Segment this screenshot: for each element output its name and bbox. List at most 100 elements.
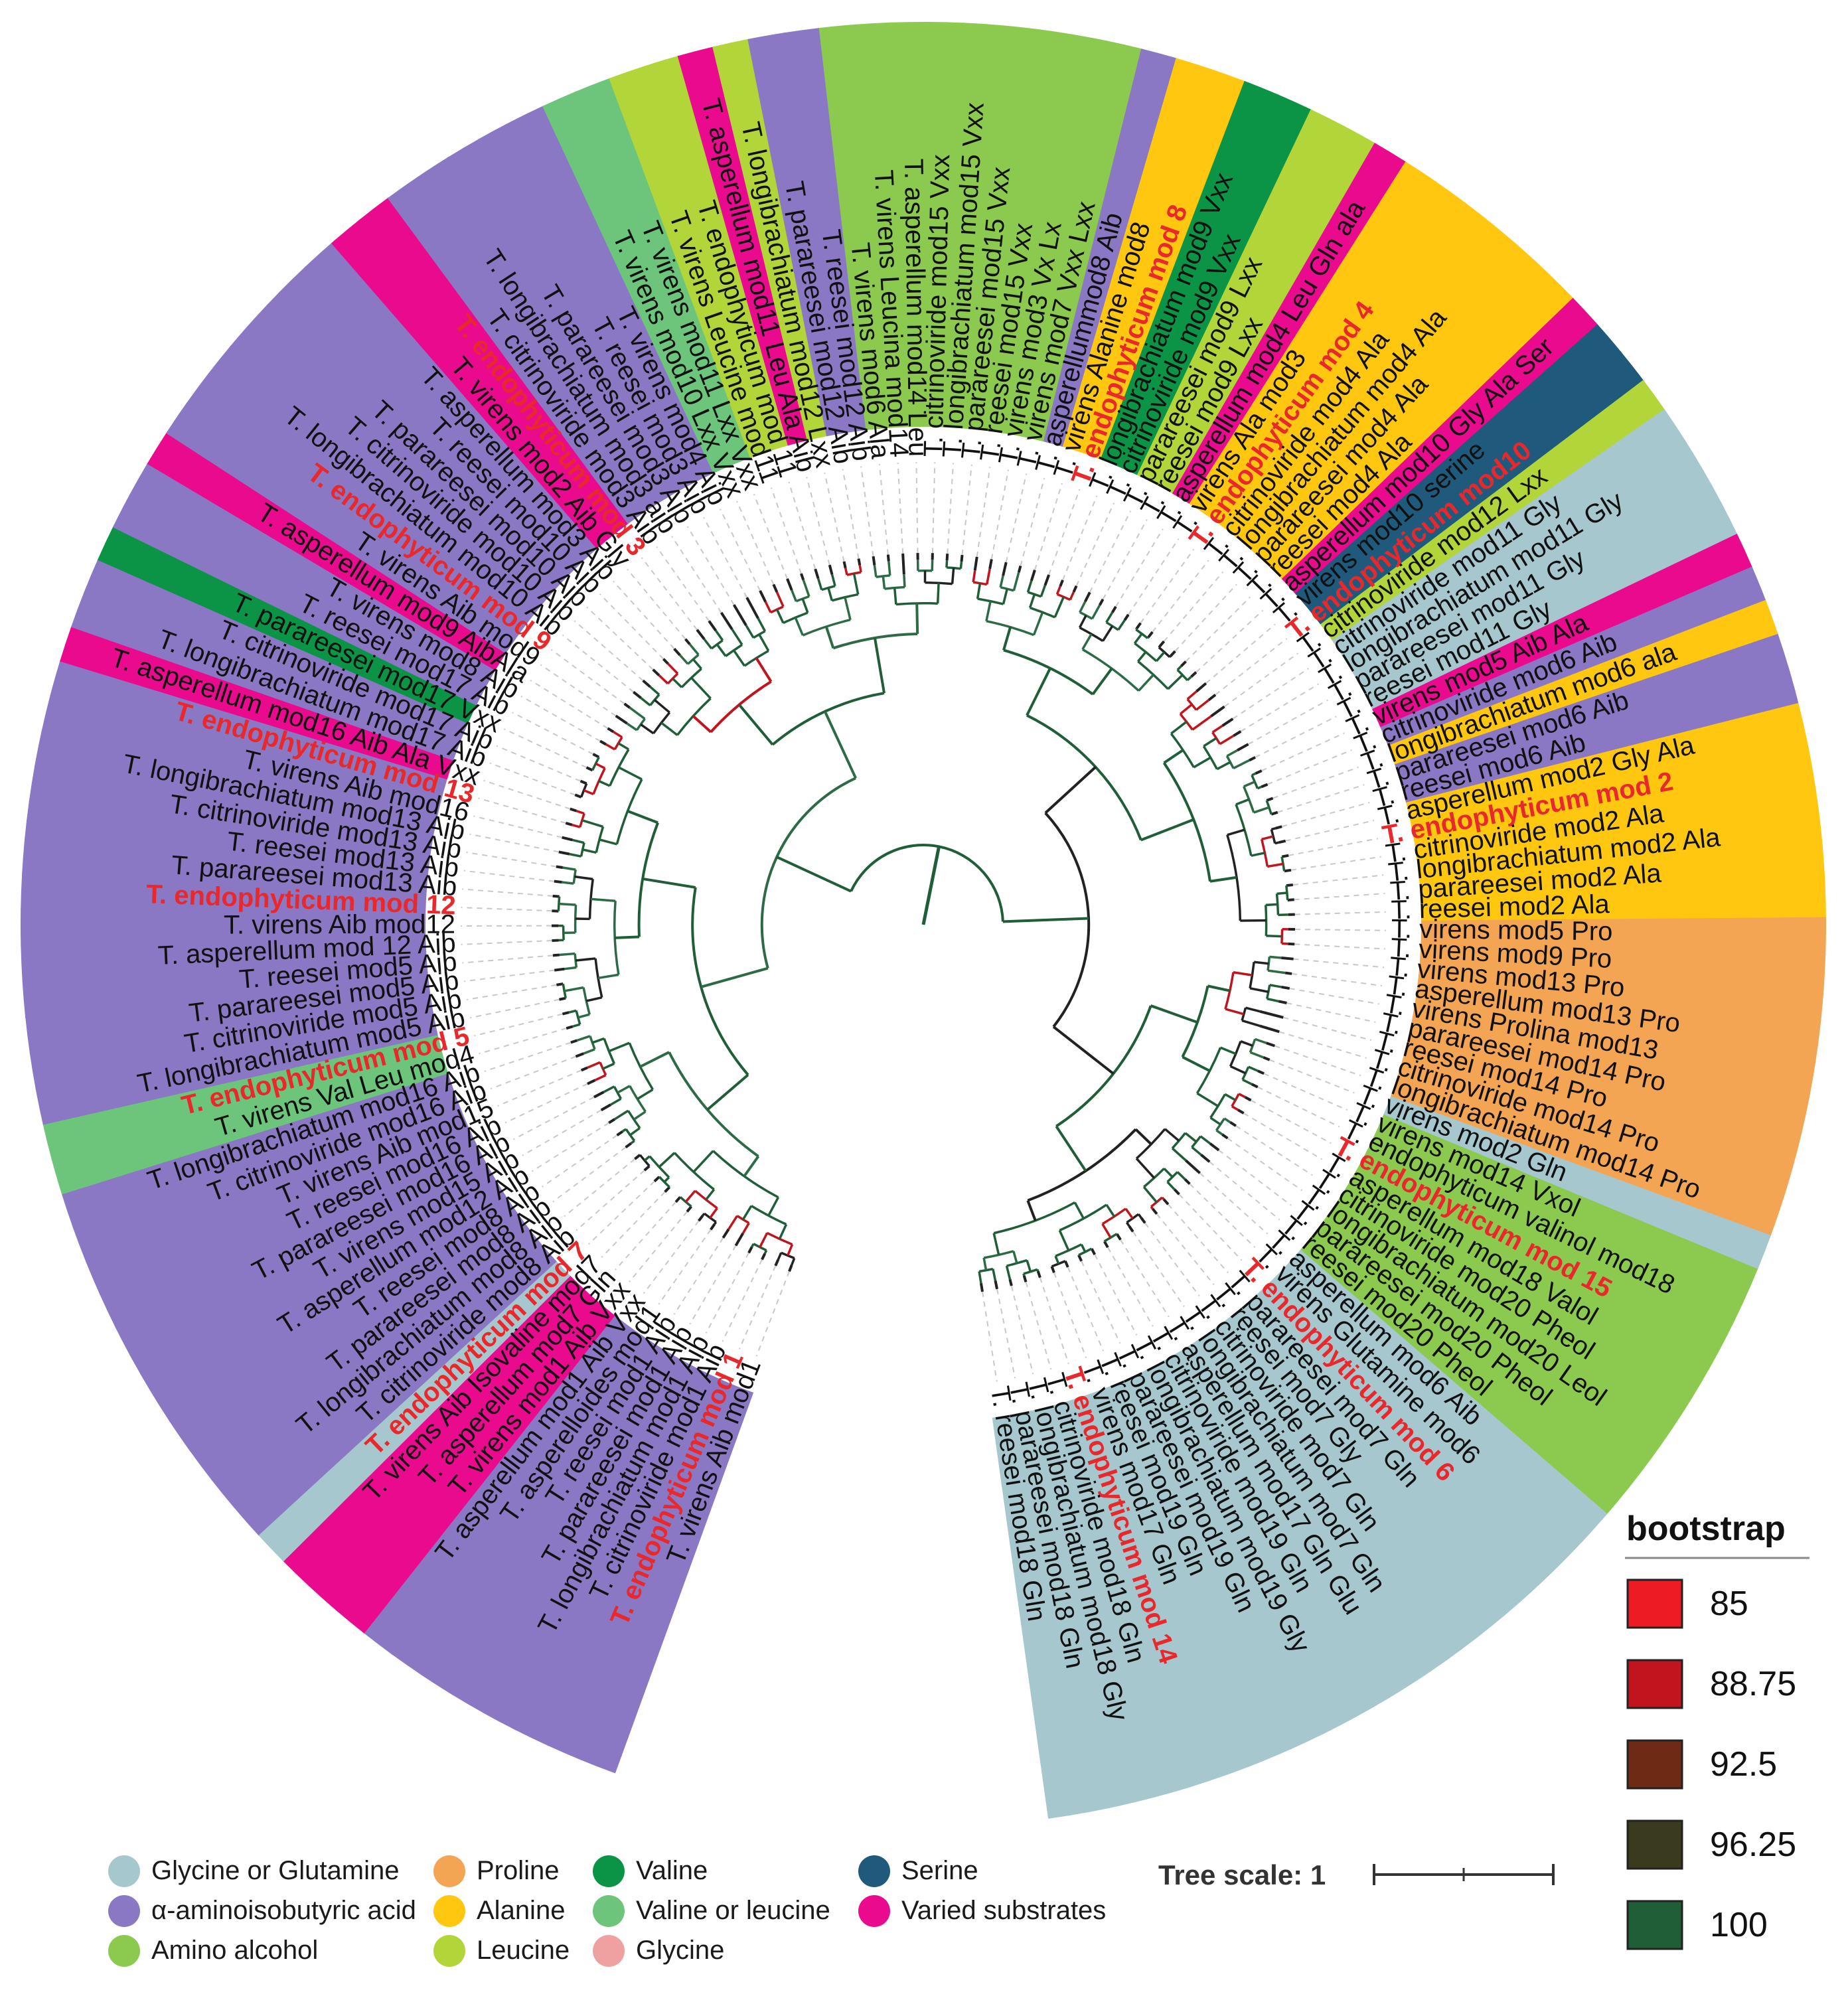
tree-branch [1161,1196,1165,1200]
tree-branch [1059,579,1064,587]
tree-branch [593,1091,605,1099]
tree-branch [625,1142,632,1149]
leaf-guide-line [1289,988,1379,1005]
ring-sector-alanine [1367,703,1808,831]
legend-swatch-serine [858,1855,890,1887]
tree-branch [1244,1096,1252,1102]
tree-branch [777,1252,783,1261]
ring-sector-varied [331,219,638,579]
leaf-guide-line [478,797,566,824]
tree-branch [1281,957,1294,961]
tree-branch [741,1205,753,1221]
ring-sector-amino_alcohol [1322,1132,1728,1368]
tree-branch [772,583,779,593]
tree-branch [1199,1135,1211,1145]
ring-sector-aib [451,1315,701,1714]
tree-branch [608,1118,616,1124]
tree-branch [759,590,767,603]
tree-branch [592,753,600,759]
tree-branch [1028,593,1036,609]
leaf-guide-line [703,517,748,598]
tree-branch [1207,694,1217,702]
tree-branch [960,554,964,562]
tree-branch [672,677,683,688]
ring-sector-leucine [1288,380,1665,664]
ring-sector-aib [1344,566,1766,761]
bootstrap-value: 85 [1710,1584,1748,1623]
tree-branches [551,553,1295,1292]
leaf-guide-line [1168,1203,1229,1274]
legend-label-leucine: Leucine [477,1936,570,1965]
leaf-guide-line [1288,838,1378,856]
bootstrap-swatch [1626,1819,1683,1870]
ring-sector-serine [1265,324,1622,635]
tree-branch [554,967,565,972]
leaf-guide-line [1272,766,1359,799]
tree-branch [738,704,774,746]
tree-branch [844,597,852,621]
tree-branch [595,762,605,769]
tree-branch [642,877,696,889]
tree-branch [1044,766,1097,814]
tree-branch [557,896,561,911]
legend-swatch-proline [433,1855,465,1887]
ring-sector-aib [20,908,466,947]
leaf-guide-line [629,1211,688,1282]
ring-sector-proline [1378,957,1824,1027]
tree-branch [558,902,576,906]
ring-sector-aib [85,1095,506,1296]
tree-branch [1043,574,1051,586]
tree-branch [1040,585,1047,597]
tree-branch [732,604,747,626]
leaf-guide-line [719,508,761,591]
ring-sector-proline [1373,994,1816,1099]
leaf-guide-line [461,939,552,945]
category-legend: Glycine or Glutamine α-aminoisobutyric ac… [108,1855,1106,1967]
tree-branch [705,1188,716,1201]
leaf-guide-line [1218,1149,1292,1206]
bootstrap-value: 88.75 [1710,1665,1796,1703]
ring-sector-leucine [1136,125,1376,528]
tree-branch [794,617,804,636]
tree-branch [692,1150,714,1173]
tree-branch [1022,1275,1028,1282]
leaf-guide-line [504,1083,588,1124]
leaf-guide-line [1128,538,1180,615]
leaf-guide-line [1005,473,1028,563]
tree-branch [743,1155,760,1178]
leaf-guide-line [1293,958,1385,968]
tree-branch [1134,1128,1152,1146]
tree-branch [1133,633,1143,645]
tree-branch [583,1048,595,1055]
leaf-guide-line [1257,1086,1340,1128]
ring-sector-leucine [609,66,782,496]
tree-branch [667,662,679,674]
ring-sector-aib [1357,633,1790,796]
tree-branch [590,897,616,902]
tree-branch [1251,772,1257,777]
tree-branch [558,850,570,856]
leaf-guide-line [1062,495,1098,581]
tree-branch [791,589,797,602]
leaf-guide-line [1199,1172,1269,1235]
tree-branch [1126,1221,1130,1227]
tree-branch [1223,1117,1231,1124]
tree-branch [605,743,616,751]
tree-branch [1233,759,1250,770]
tree-branch [751,1243,755,1248]
tree-branch [976,583,982,599]
ring-sector-aib [50,660,486,809]
ring-sector-aib [254,291,597,618]
tree-branch [988,559,993,570]
tree-branch [570,807,577,812]
tree-branch [852,573,860,595]
tree-branch [832,632,918,650]
tree-branch [565,822,573,826]
leaf-guide-line [788,481,816,570]
tree-branch [747,1246,753,1254]
leaf-guide-line [755,1271,790,1357]
tree-branch [1186,676,1192,682]
ring-sector-varied [358,197,653,568]
tree-branch [887,561,891,576]
ring-sector-gly_gln [1328,501,1738,728]
